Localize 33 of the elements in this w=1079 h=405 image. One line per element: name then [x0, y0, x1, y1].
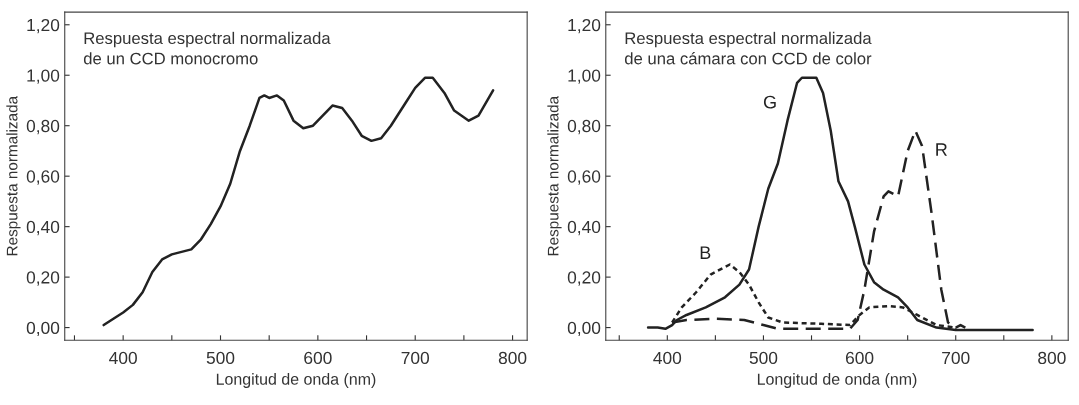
- x-axis-title: Longitud de onda (nm): [216, 373, 376, 388]
- y-tick-label: 1,20: [27, 18, 60, 34]
- y-tick-label: 1,00: [27, 69, 60, 84]
- y-tick-label: 1,20: [568, 18, 601, 34]
- text: Respuesta espectral normalizada de un CCD monocromo: [83, 31, 331, 65]
- x-tick-label: 700: [942, 351, 970, 365]
- y-tick-label: 0,40: [26, 220, 60, 236]
- x-tick-label: 500: [206, 351, 235, 365]
- x-tick-label: 800: [498, 351, 527, 365]
- series-label: G: [763, 95, 776, 109]
- x-tick-label: 600: [304, 351, 332, 365]
- y-tick-label: 0,60: [26, 170, 60, 185]
- y-axis-title: Respuesta normalizada: [547, 95, 562, 256]
- y-tick-label: 0,00: [567, 321, 601, 337]
- y-tick-label: 0,20: [26, 271, 60, 286]
- y-tick-label: 0,00: [26, 321, 60, 337]
- y-tick-label: 0,60: [567, 170, 601, 185]
- x-tick-label: 400: [109, 351, 137, 365]
- text: Respuesta espectral normalizada de una cámara con CCD de color: [624, 31, 872, 65]
- x-tick-label: 700: [401, 351, 430, 365]
- x-tick-label: 800: [1038, 351, 1066, 365]
- series-label: B: [700, 246, 711, 259]
- y-tick-label: 0,80: [26, 119, 60, 135]
- y-tick-label: 1,00: [568, 69, 601, 84]
- x-tick-label: 500: [749, 351, 778, 365]
- y-tick-label: 0,20: [567, 271, 601, 286]
- y-tick-label: 0,80: [567, 119, 601, 135]
- x-axis-title: Longitud de onda (nm): [757, 373, 917, 388]
- x-tick-label: 400: [653, 351, 682, 365]
- y-axis-title: Respuesta normalizada: [6, 95, 21, 256]
- series-label: R: [936, 143, 947, 156]
- y-tick-label: 0,40: [567, 220, 601, 236]
- x-tick-label: 600: [845, 351, 874, 365]
